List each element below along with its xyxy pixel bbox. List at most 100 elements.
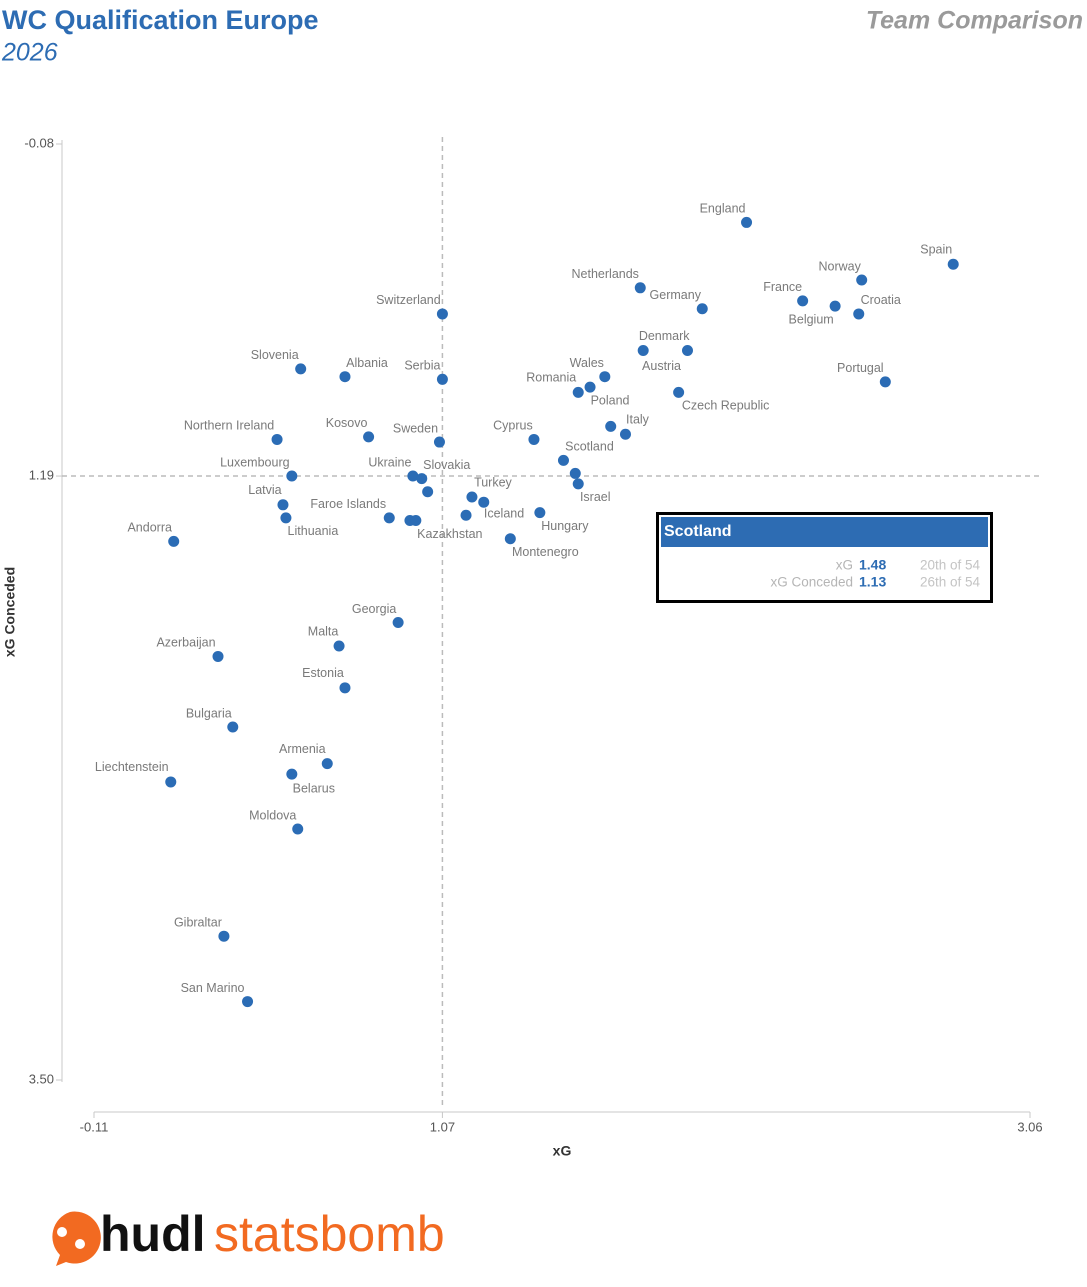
point bbox=[879, 376, 891, 388]
point bbox=[557, 454, 569, 466]
tooltip-rank: 26th of 54 bbox=[920, 575, 981, 590]
point bbox=[856, 274, 868, 286]
point bbox=[528, 433, 540, 445]
logo-text: hudl bbox=[100, 1206, 206, 1262]
x-tick-label: -0.11 bbox=[80, 1119, 109, 1134]
point bbox=[605, 420, 617, 432]
point-label: Denmark bbox=[639, 329, 690, 343]
point bbox=[853, 308, 865, 320]
point-label: Croatia bbox=[861, 293, 901, 307]
point bbox=[460, 509, 472, 521]
point bbox=[572, 478, 584, 490]
point bbox=[584, 381, 596, 393]
point-label: Spain bbox=[920, 243, 952, 257]
point-label: England bbox=[700, 202, 746, 216]
point bbox=[339, 371, 351, 383]
point bbox=[634, 282, 646, 294]
point bbox=[321, 758, 333, 770]
point bbox=[292, 823, 304, 835]
point-label: Andorra bbox=[127, 521, 172, 535]
point-label: France bbox=[763, 280, 802, 294]
logo-icon bbox=[52, 1211, 101, 1266]
point bbox=[416, 473, 428, 485]
point-label: Cyprus bbox=[493, 419, 533, 433]
point bbox=[286, 470, 298, 482]
point-label: Israel bbox=[580, 490, 611, 504]
view-title: Team Comparison bbox=[866, 7, 1083, 35]
tooltip-rank: 20th of 54 bbox=[920, 558, 981, 573]
point-label: Poland bbox=[591, 393, 630, 407]
point bbox=[637, 345, 649, 357]
point-label: Italy bbox=[626, 413, 650, 427]
point bbox=[277, 499, 289, 511]
point bbox=[339, 682, 351, 694]
logo-icon-dot bbox=[57, 1227, 67, 1237]
point-label: Scotland bbox=[565, 440, 614, 454]
point-label: Ukraine bbox=[368, 455, 411, 469]
x-tick-label: 1.07 bbox=[430, 1119, 455, 1134]
point bbox=[383, 512, 395, 524]
point-label: Sweden bbox=[393, 421, 438, 435]
point bbox=[242, 996, 254, 1008]
point-label: Montenegro bbox=[512, 545, 579, 559]
point bbox=[681, 345, 693, 357]
point bbox=[504, 533, 516, 545]
point-label: Luxembourg bbox=[220, 455, 290, 469]
point bbox=[280, 512, 292, 524]
y-axis-title: xG Conceded bbox=[2, 567, 18, 657]
point-label: Slovenia bbox=[251, 348, 299, 362]
point-label: Albania bbox=[346, 356, 388, 370]
point-label: Bulgaria bbox=[186, 706, 232, 720]
point-label: Slovakia bbox=[423, 458, 470, 472]
tooltip-title: Scotland bbox=[664, 523, 732, 540]
point bbox=[569, 467, 581, 479]
point bbox=[466, 491, 478, 503]
logo: hudl statsbomb bbox=[52, 1206, 445, 1266]
point bbox=[212, 650, 224, 662]
point bbox=[218, 930, 230, 942]
point-label: Austria bbox=[642, 359, 681, 373]
point-label: Portugal bbox=[837, 361, 884, 375]
point bbox=[165, 776, 177, 788]
point-label: Turkey bbox=[474, 475, 512, 489]
point-label: Estonia bbox=[302, 666, 344, 680]
point-label: Serbia bbox=[404, 359, 440, 373]
point bbox=[363, 431, 375, 443]
point bbox=[534, 507, 546, 519]
point bbox=[410, 514, 422, 526]
point-label: Belgium bbox=[789, 312, 834, 326]
point-label: Iceland bbox=[484, 507, 524, 521]
point-label: Norway bbox=[819, 259, 862, 273]
point-label: Georgia bbox=[352, 602, 397, 616]
point bbox=[673, 386, 685, 398]
tooltip-value: 1.48 bbox=[859, 557, 886, 573]
point-label: Kosovo bbox=[326, 416, 368, 430]
tooltip-label: xG bbox=[836, 558, 853, 573]
point bbox=[227, 721, 239, 733]
point-label: Moldova bbox=[249, 808, 296, 822]
point-label: Liechtenstein bbox=[95, 760, 169, 774]
point-label: Malta bbox=[308, 624, 339, 638]
tooltip-header bbox=[661, 517, 988, 547]
point-label: Faroe Islands bbox=[310, 497, 386, 511]
chart-title: WC Qualification Europe bbox=[2, 5, 319, 35]
point bbox=[295, 363, 307, 375]
point bbox=[168, 535, 180, 547]
tooltip-label: xG Conceded bbox=[770, 575, 853, 590]
point-label: Gibraltar bbox=[174, 915, 222, 929]
point bbox=[436, 373, 448, 385]
point-label: Netherlands bbox=[572, 267, 639, 281]
logo-text: statsbomb bbox=[214, 1206, 445, 1262]
point bbox=[797, 295, 809, 307]
point bbox=[422, 486, 434, 498]
logo-icon-dot bbox=[75, 1239, 85, 1249]
point-label: Switzerland bbox=[376, 293, 441, 307]
point-label: Czech Republic bbox=[682, 399, 770, 413]
y-tick-label: -0.08 bbox=[24, 135, 54, 150]
point-label: Romania bbox=[526, 371, 576, 385]
point bbox=[407, 470, 419, 482]
x-tick-label: 3.06 bbox=[1017, 1119, 1042, 1134]
y-tick-label: 3.50 bbox=[29, 1071, 54, 1086]
